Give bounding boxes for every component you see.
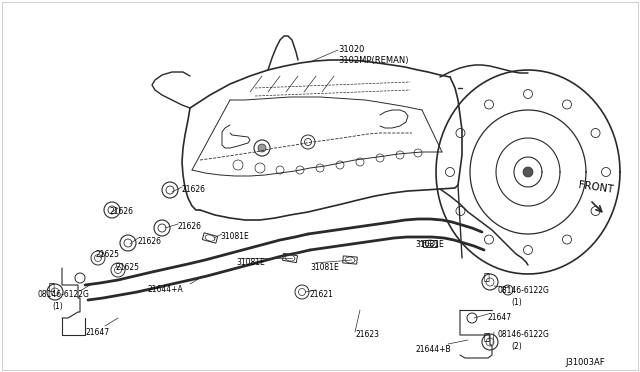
Circle shape xyxy=(523,167,533,177)
Text: 21621: 21621 xyxy=(310,290,334,299)
Text: 21623: 21623 xyxy=(355,330,379,339)
Text: 21625: 21625 xyxy=(96,250,120,259)
Text: (1): (1) xyxy=(511,298,522,307)
Text: J31003AF: J31003AF xyxy=(565,358,605,367)
Text: 08146-6122G: 08146-6122G xyxy=(38,290,90,299)
Text: 21626: 21626 xyxy=(110,207,134,216)
Text: 21626: 21626 xyxy=(178,222,202,231)
Text: 21647: 21647 xyxy=(85,328,109,337)
Text: 31081E: 31081E xyxy=(236,258,265,267)
Text: Ⓑ: Ⓑ xyxy=(483,331,489,341)
Text: 31081E: 31081E xyxy=(415,240,444,249)
Text: 21626: 21626 xyxy=(138,237,162,246)
Text: 21625: 21625 xyxy=(116,263,140,272)
Text: 08146-6122G: 08146-6122G xyxy=(497,330,549,339)
Text: Ⓑ: Ⓑ xyxy=(483,271,489,281)
Text: 31020: 31020 xyxy=(338,45,364,54)
Text: 31081E: 31081E xyxy=(310,263,339,272)
Text: 21644+B: 21644+B xyxy=(415,345,451,354)
Text: 3102MP(REMAN): 3102MP(REMAN) xyxy=(338,56,408,65)
Text: (1): (1) xyxy=(52,302,63,311)
Text: 08146-6122G: 08146-6122G xyxy=(497,286,549,295)
Text: 31081E: 31081E xyxy=(220,232,249,241)
Text: 21647: 21647 xyxy=(488,313,512,322)
Text: 21644+A: 21644+A xyxy=(148,285,184,294)
Circle shape xyxy=(258,144,266,152)
Text: FRONT: FRONT xyxy=(577,180,614,195)
Text: Ⓑ: Ⓑ xyxy=(48,281,54,291)
Text: 21626: 21626 xyxy=(182,185,206,194)
Text: (2): (2) xyxy=(511,342,522,351)
